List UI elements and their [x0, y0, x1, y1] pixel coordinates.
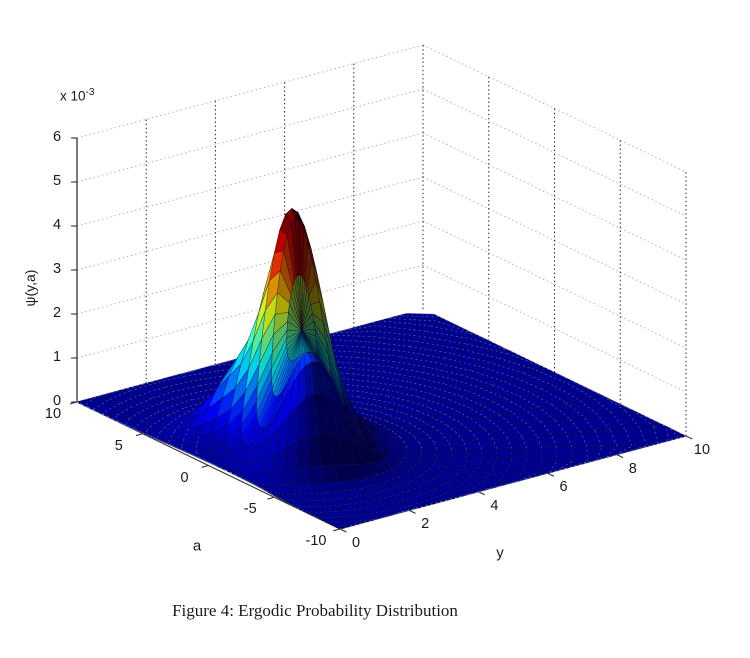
y-tick-label: 2: [421, 516, 430, 533]
z-tick-label: 3: [52, 261, 62, 277]
a-tick-label: 0: [180, 469, 189, 486]
z-tick-label: 1: [52, 349, 62, 365]
y-tick-label: 4: [490, 497, 499, 514]
y-axis-title: y: [496, 544, 504, 562]
z-tick-label: 0: [52, 393, 62, 409]
a-tick-label: -10: [305, 533, 327, 549]
figure-caption: Figure 4: Ergodic Probability Distributi…: [172, 601, 458, 620]
a-tick-label: -5: [243, 501, 257, 518]
z-tick-label: 5: [52, 173, 62, 189]
z-tick-label: 4: [52, 217, 62, 233]
a-axis-title: a: [192, 537, 202, 555]
z-exponent-prefix: x 10: [60, 88, 86, 104]
a-tick-label: 5: [114, 437, 123, 454]
z-axis-exponent-label: x 10-3: [60, 87, 94, 104]
z-exponent-value: -3: [85, 87, 95, 98]
y-tick-label: 0: [351, 535, 361, 551]
y-tick-label: 8: [628, 460, 637, 477]
z-tick-label: 2: [52, 305, 62, 321]
z-tick-label: 6: [52, 129, 62, 145]
a-tick-label: 10: [44, 406, 62, 422]
y-tick-label: 6: [559, 479, 568, 496]
y-tick-label: 10: [693, 442, 711, 458]
z-axis-title: ψ(y,a): [22, 269, 38, 307]
